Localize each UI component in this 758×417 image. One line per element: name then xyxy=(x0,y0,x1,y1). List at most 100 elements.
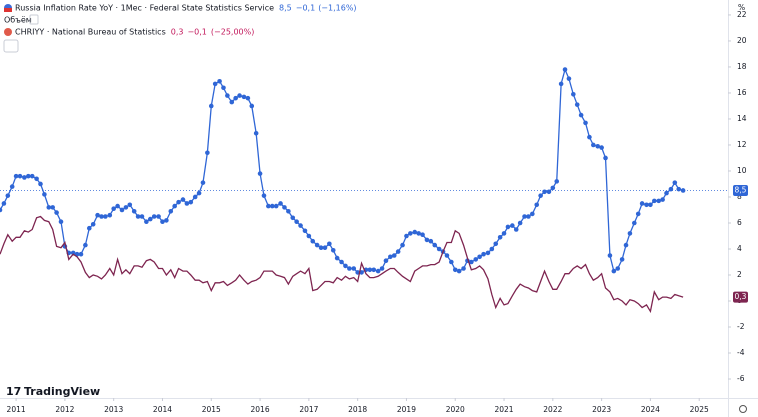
point xyxy=(327,241,332,247)
point xyxy=(123,205,129,210)
y-tick-label: -6 xyxy=(737,374,745,383)
point xyxy=(54,210,59,215)
point xyxy=(273,203,279,209)
point xyxy=(550,185,556,191)
y-tick-label: 14 xyxy=(737,114,747,123)
point xyxy=(375,268,381,274)
point xyxy=(200,180,206,185)
point xyxy=(534,202,540,208)
point xyxy=(111,206,116,211)
point xyxy=(562,67,568,72)
point xyxy=(257,171,263,176)
point xyxy=(632,220,637,226)
point xyxy=(501,231,507,236)
point xyxy=(497,234,503,240)
point xyxy=(172,203,177,209)
x-tick-label: 2021 xyxy=(494,405,513,414)
point xyxy=(473,257,479,262)
series-change-pct: (−1,16%) xyxy=(318,4,356,13)
point xyxy=(314,242,320,248)
point xyxy=(290,215,296,221)
point xyxy=(660,197,665,202)
point xyxy=(395,249,401,254)
point xyxy=(135,214,141,219)
last-value-tag xyxy=(733,291,748,303)
point xyxy=(13,173,19,179)
point xyxy=(233,95,238,101)
point xyxy=(639,201,645,206)
point xyxy=(29,173,35,179)
last-value-tag xyxy=(733,184,748,196)
x-tick-label: 2023 xyxy=(592,405,611,414)
point xyxy=(156,214,161,219)
last-value-label: 8,5 xyxy=(735,185,747,194)
x-tick-label: 2024 xyxy=(641,405,660,414)
point xyxy=(383,258,389,263)
point xyxy=(306,233,312,239)
point xyxy=(26,173,31,179)
point xyxy=(566,76,572,81)
point xyxy=(266,203,271,209)
point xyxy=(591,142,596,148)
collapse-button[interactable] xyxy=(3,39,19,53)
point xyxy=(38,181,43,187)
point xyxy=(489,246,495,252)
point xyxy=(571,91,576,97)
y-tick-label: 20 xyxy=(737,36,747,45)
point xyxy=(583,120,588,126)
point xyxy=(648,202,653,208)
last-value-label: 0,3 xyxy=(735,292,747,301)
y-tick-label: 4 xyxy=(737,244,742,253)
point xyxy=(282,205,287,210)
point xyxy=(253,130,259,136)
point xyxy=(432,242,438,248)
point xyxy=(672,180,678,185)
point xyxy=(298,223,303,228)
point xyxy=(676,186,682,192)
point xyxy=(78,251,84,257)
point xyxy=(680,188,686,193)
point xyxy=(107,212,113,218)
point xyxy=(388,254,393,260)
point xyxy=(334,255,340,261)
point xyxy=(505,224,511,230)
point xyxy=(444,253,450,258)
point xyxy=(436,246,442,252)
point xyxy=(664,190,669,196)
point xyxy=(245,95,251,101)
point xyxy=(119,207,125,213)
point xyxy=(517,220,523,226)
point xyxy=(574,102,580,107)
point xyxy=(424,237,430,243)
y-tick-label: 2 xyxy=(737,270,742,279)
point xyxy=(546,189,552,195)
logo: 17 TradingView xyxy=(6,385,100,398)
point xyxy=(456,268,462,274)
x-tick-label: 2016 xyxy=(251,405,270,414)
x-tick-label: 2018 xyxy=(348,405,367,414)
series-change: −0,1 xyxy=(296,4,315,13)
point xyxy=(9,184,15,189)
point xyxy=(404,233,409,239)
point xyxy=(50,205,55,210)
point xyxy=(127,202,133,208)
point xyxy=(229,99,235,105)
y-tick-label: -4 xyxy=(737,348,745,357)
point xyxy=(452,267,458,273)
point xyxy=(83,242,88,248)
settings-button[interactable] xyxy=(739,405,747,413)
point xyxy=(46,205,52,210)
y-unit: % xyxy=(738,3,745,12)
series-name: CHRIYY · National Bureau of Statistics xyxy=(15,28,166,37)
point xyxy=(530,211,535,217)
point xyxy=(302,228,308,234)
point xyxy=(477,254,482,260)
point xyxy=(196,190,202,196)
x-tick-label: 2011 xyxy=(7,405,26,414)
x-tick-label: 2014 xyxy=(153,405,172,414)
point xyxy=(286,208,291,214)
point xyxy=(469,259,474,265)
y-tick-label: 12 xyxy=(737,140,747,149)
y-tick-label: 18 xyxy=(737,62,747,71)
x-tick-label: 2022 xyxy=(543,405,562,414)
